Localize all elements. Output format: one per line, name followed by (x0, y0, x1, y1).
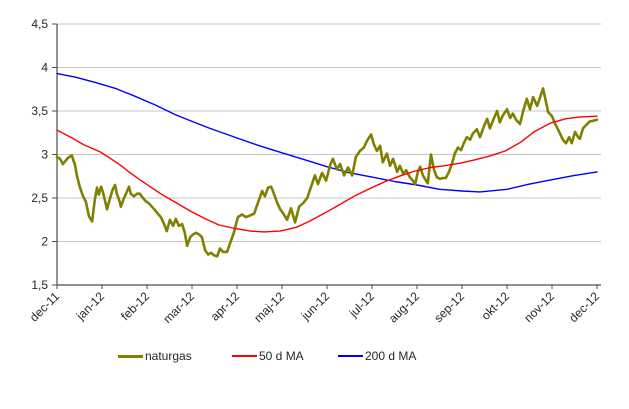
x-tick-label: jan-12 (73, 289, 107, 323)
y-tick-label: 3,5 (31, 104, 48, 118)
naturgas-line (55, 87, 599, 258)
y-tick-label: 4,5 (31, 17, 48, 31)
x-tick-label: nov-12 (521, 289, 557, 325)
x-tick-label: dec-11 (27, 289, 62, 324)
x-tick-label: aug-12 (386, 289, 423, 326)
y-tick-label: 3 (41, 148, 48, 162)
ma200-line-swatch (338, 355, 363, 357)
ma50-line (56, 115, 598, 233)
legend: naturgas 50 d MA 200 d MA (0, 348, 629, 364)
legend-item-naturgas: naturgas (118, 348, 192, 364)
legend-label-200d-ma: 200 d MA (365, 349, 417, 363)
y-tick-label: 2,5 (31, 191, 48, 205)
naturgas-line-swatch (118, 354, 143, 358)
legend-item-50d-ma: 50 d MA (232, 348, 304, 364)
x-tick-label: mar-12 (160, 289, 197, 326)
ma50-line-swatch (232, 355, 257, 357)
x-tick-label: sep-12 (431, 289, 467, 325)
legend-item-200d-ma: 200 d MA (338, 348, 416, 364)
x-tick-label: feb-12 (118, 289, 152, 323)
legend-label-naturgas: naturgas (145, 349, 192, 363)
y-tick-label: 2 (41, 235, 48, 249)
x-tick-label: jun-12 (298, 289, 332, 323)
axes (52, 23, 601, 289)
legend-label-50d-ma: 50 d MA (259, 349, 304, 363)
ma200-line (56, 72, 598, 193)
x-tick-label: maj-12 (251, 289, 287, 325)
x-tick-label: dec-12 (566, 289, 602, 325)
gridlines (57, 23, 601, 242)
y-tick-label: 1,5 (31, 278, 48, 292)
y-tick-label: 4 (41, 61, 48, 75)
x-tick-label: okt-12 (479, 289, 513, 323)
series-lines (55, 72, 599, 258)
x-tick-label: jul-12 (346, 289, 378, 321)
x-tick-label: apr-12 (208, 289, 243, 324)
